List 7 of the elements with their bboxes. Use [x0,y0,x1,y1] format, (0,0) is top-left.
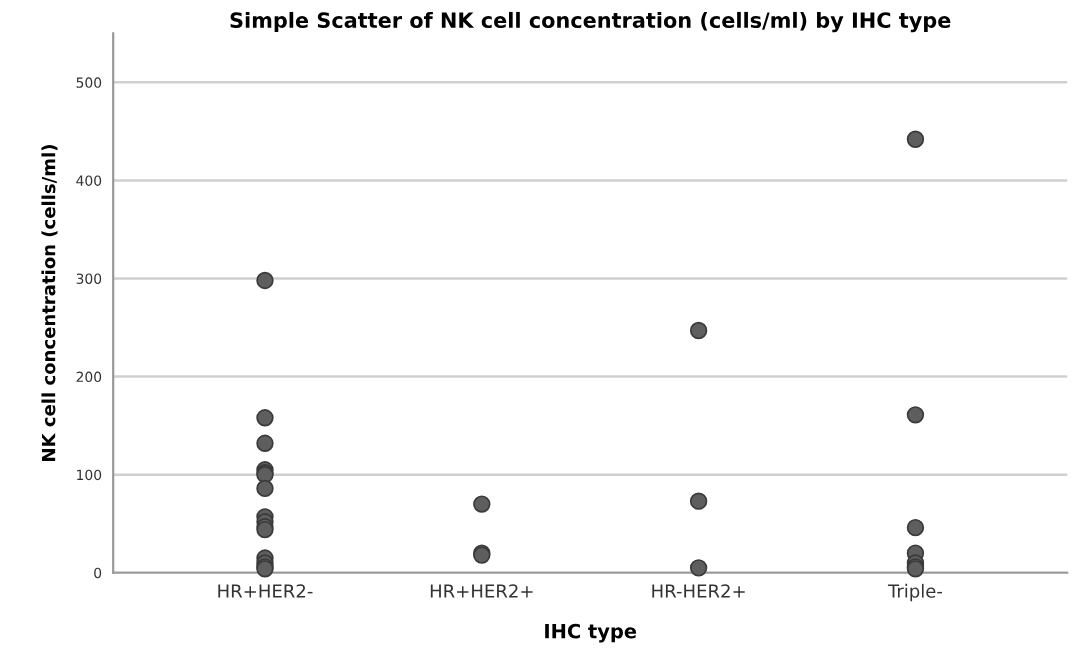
x-axis-title: IHC type [545,623,637,643]
chart-title: Simple Scatter of NK cell concentration (cells/ml) by IHC type [230,11,951,33]
y-axis-title: NK cell concentration (cells/ml) [41,145,58,461]
x-tick-label: HR+HER2- [218,584,313,598]
x-tick-label: HR-HER2+ [652,584,745,598]
x-tick-label: HR+HER2+ [430,584,533,598]
x-tick-label: Triple- [887,583,943,602]
